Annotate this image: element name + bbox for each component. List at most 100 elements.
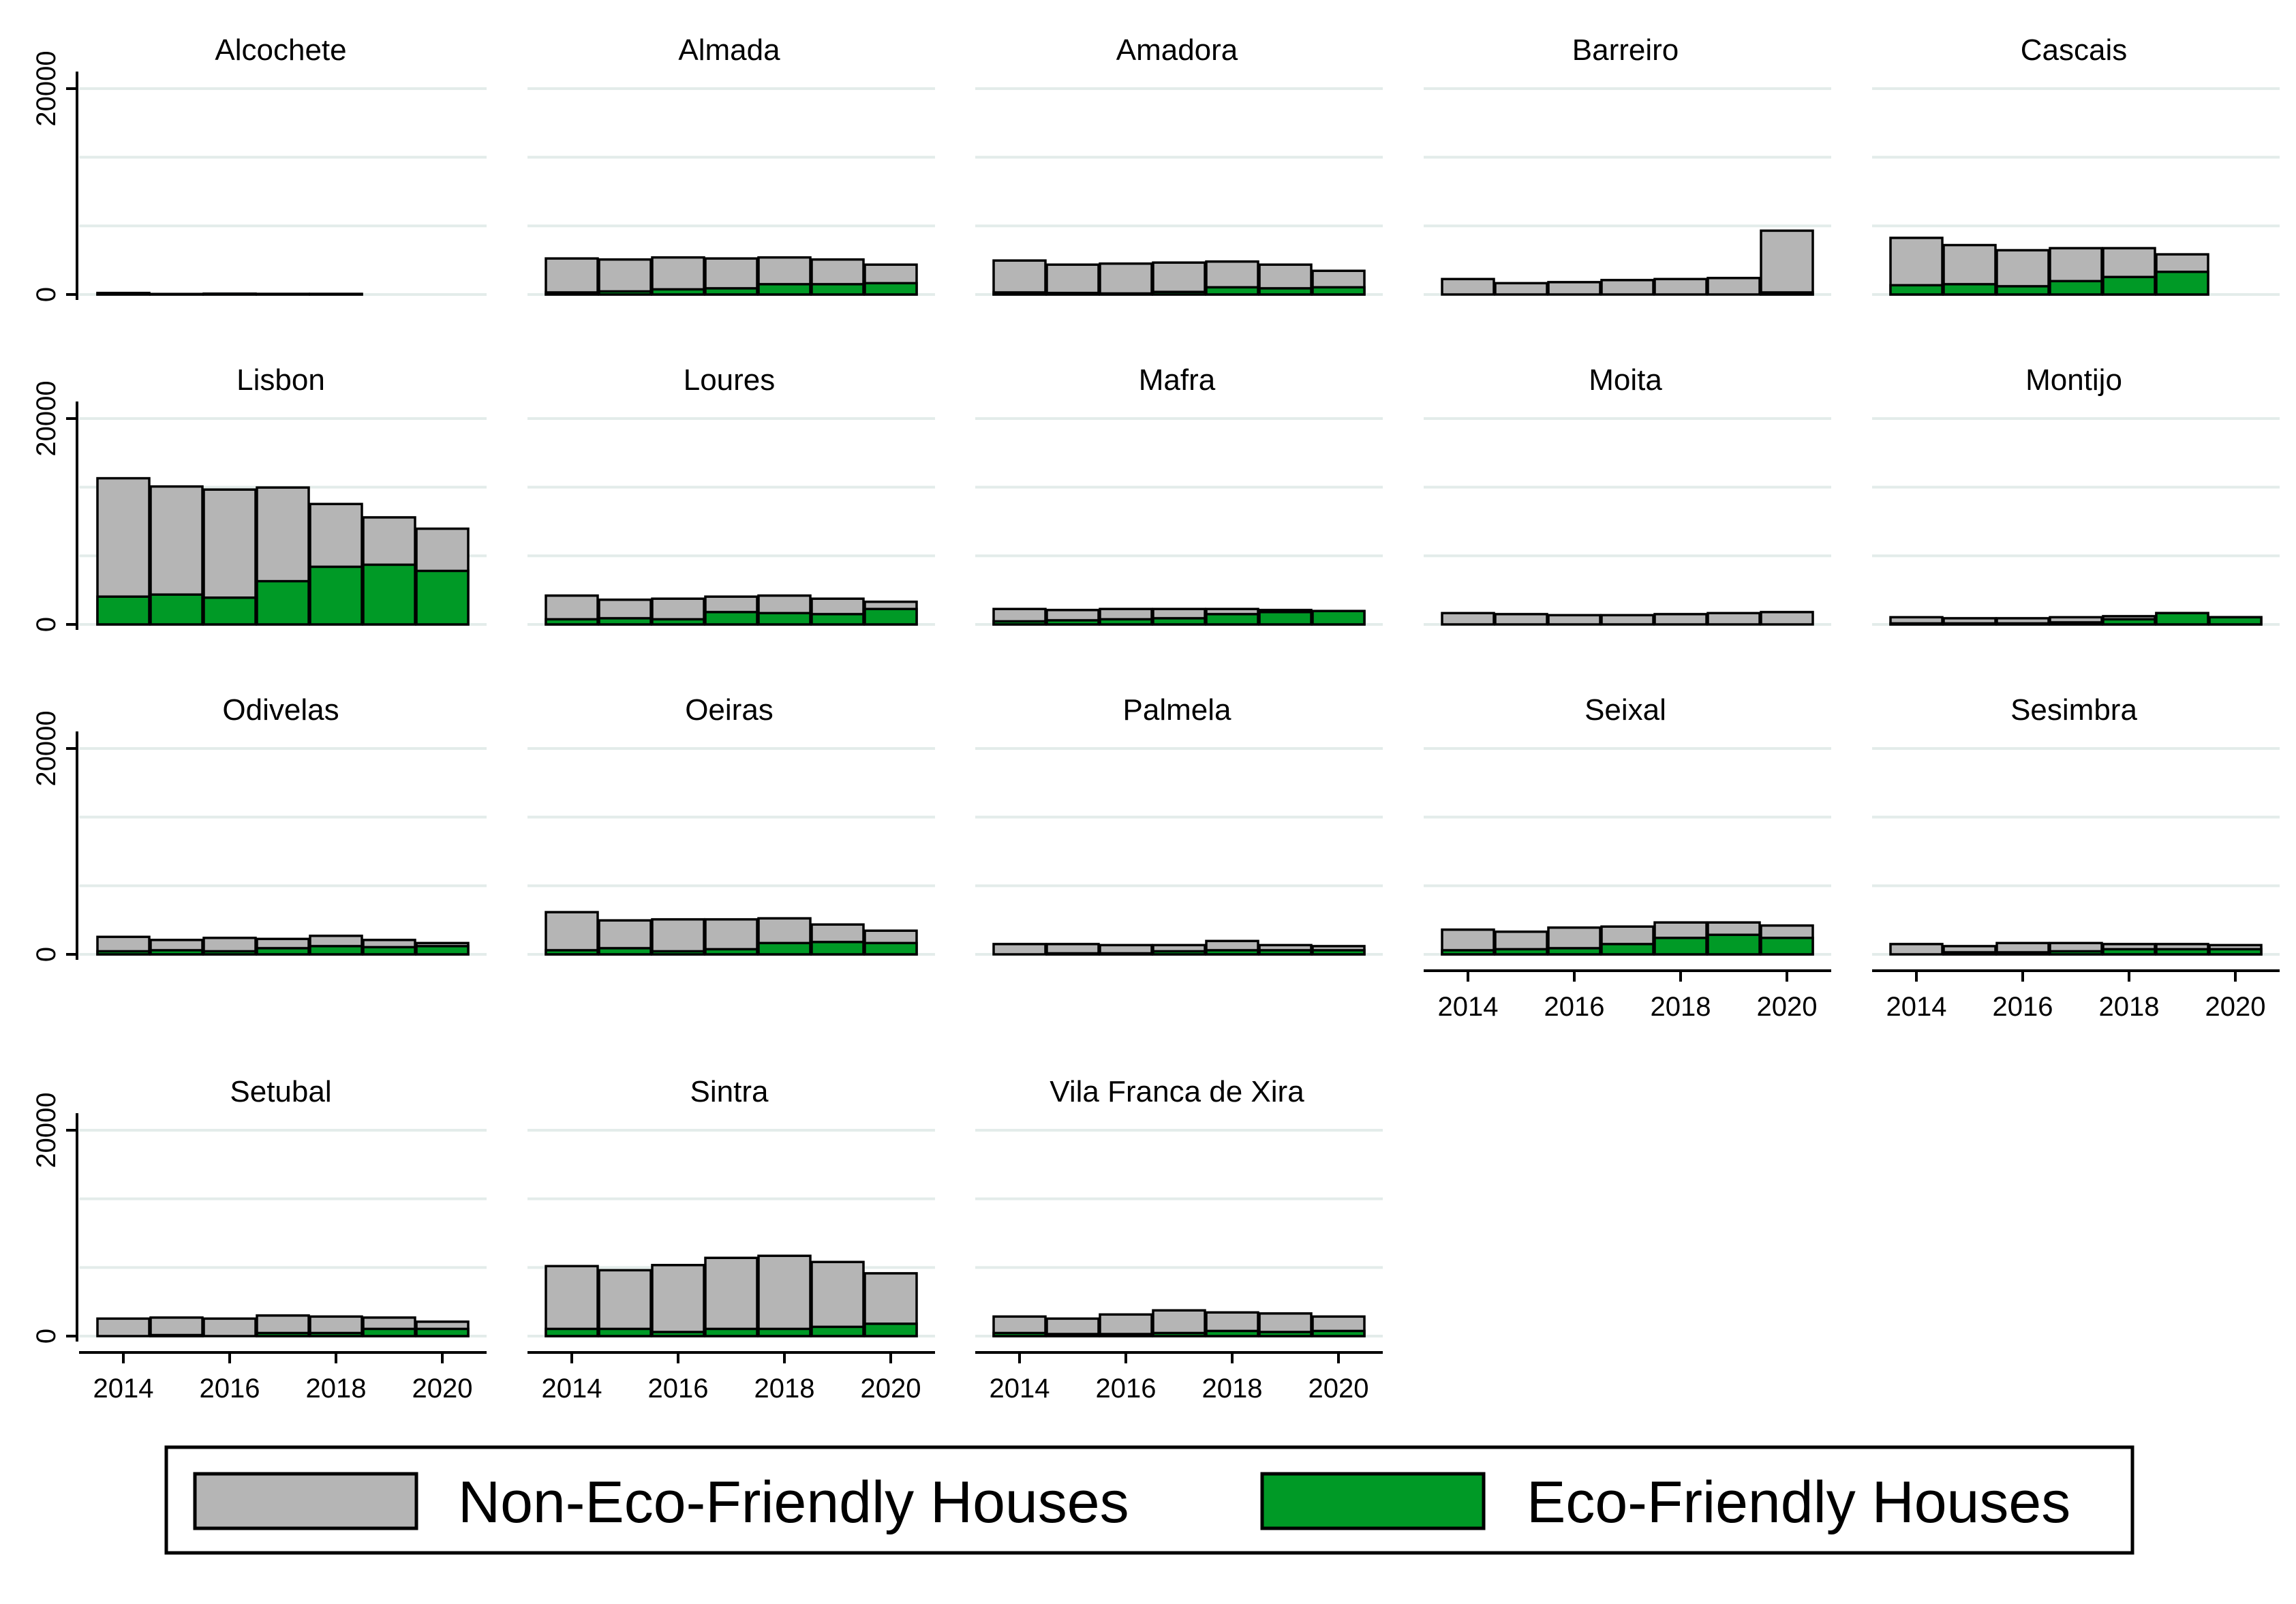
bar-eco xyxy=(2156,613,2208,624)
y-tick-label: 0 xyxy=(31,617,61,632)
x-tick-label: 2014 xyxy=(1438,992,1499,1022)
bar-eco xyxy=(1206,614,1258,624)
bar-eco xyxy=(1761,292,1813,294)
bar-non-eco xyxy=(1761,612,1813,624)
bar-eco xyxy=(1259,612,1311,624)
bar-eco xyxy=(310,946,362,954)
panel-title: Odivelas xyxy=(222,693,339,727)
x-tick-label: 2014 xyxy=(542,1374,602,1404)
panel-title: Seixal xyxy=(1585,693,1666,727)
y-tick-label: 0 xyxy=(31,1329,61,1344)
panel-title: Setubal xyxy=(230,1075,331,1108)
x-tick-label: 2020 xyxy=(1757,992,1818,1022)
panel-title: Almada xyxy=(678,33,780,67)
bar-eco xyxy=(599,948,651,954)
bar-eco xyxy=(546,950,598,954)
x-tick-label: 2014 xyxy=(93,1374,154,1404)
bar-eco xyxy=(759,284,810,294)
bar-eco xyxy=(257,581,309,624)
bar-eco xyxy=(599,1329,651,1336)
x-tick-label: 2014 xyxy=(990,1374,1050,1404)
bar-eco xyxy=(865,1324,917,1336)
bar-non-eco xyxy=(1761,230,1813,294)
bar-non-eco xyxy=(599,1270,651,1336)
bar-non-eco xyxy=(1655,279,1706,294)
bar-eco xyxy=(2103,619,2155,624)
x-tick-label: 2016 xyxy=(1544,992,1605,1022)
bar-eco xyxy=(1313,950,1364,954)
bar-non-eco xyxy=(1708,278,1760,294)
bar-eco xyxy=(546,619,598,624)
bar-eco xyxy=(1708,935,1760,954)
panel-title: Oeiras xyxy=(685,693,774,727)
bar-eco xyxy=(1313,287,1364,294)
bar-non-eco xyxy=(1495,283,1547,294)
bar-eco xyxy=(812,614,863,624)
bar-eco xyxy=(1100,619,1152,624)
bar-non-eco xyxy=(652,1265,704,1336)
bar-eco xyxy=(2050,951,2102,954)
bar-eco xyxy=(1259,950,1311,954)
bar-eco xyxy=(2103,277,2155,294)
bar-eco xyxy=(1153,951,1205,954)
x-tick-label: 2018 xyxy=(306,1374,367,1404)
bar-eco xyxy=(310,1333,362,1336)
x-tick-label: 2018 xyxy=(1202,1374,1263,1404)
bar-eco xyxy=(416,1329,468,1336)
bar-eco xyxy=(1891,623,1942,624)
bar-eco xyxy=(1047,953,1099,954)
x-tick-label: 2020 xyxy=(861,1374,921,1404)
panel-title: Montijo xyxy=(2025,363,2122,397)
y-tick-label: 20000 xyxy=(31,1092,61,1168)
bar-eco xyxy=(705,949,757,954)
bar-eco xyxy=(1206,1331,1258,1336)
bar-non-eco xyxy=(151,1318,202,1336)
bar-non-eco xyxy=(204,1318,256,1336)
bar-eco xyxy=(599,618,651,624)
bar-eco xyxy=(204,598,256,624)
bar-eco xyxy=(416,571,468,624)
bar-eco xyxy=(759,1329,810,1336)
y-tick-label: 20000 xyxy=(31,50,61,126)
bar-eco xyxy=(2209,949,2261,954)
bar-eco xyxy=(151,594,202,624)
bar-eco xyxy=(1944,284,1995,294)
y-tick-label: 20000 xyxy=(31,380,61,456)
panel-title: Palmela xyxy=(1123,693,1231,727)
bar-non-eco xyxy=(1047,264,1099,294)
bar-eco xyxy=(599,291,651,294)
bar-eco xyxy=(652,289,704,294)
bar-eco xyxy=(2050,622,2102,624)
bar-eco xyxy=(1442,950,1494,954)
bar-non-eco xyxy=(546,1266,598,1336)
bar-eco xyxy=(1944,952,1995,954)
panel-title: Sesimbra xyxy=(2010,693,2137,727)
x-tick-label: 2018 xyxy=(1651,992,1711,1022)
bar-eco xyxy=(652,1332,704,1336)
bar-eco xyxy=(204,951,256,954)
bar-eco xyxy=(865,943,917,954)
bar-non-eco xyxy=(1100,264,1152,294)
x-tick-label: 2018 xyxy=(754,1374,815,1404)
bar-eco xyxy=(759,613,810,624)
bar-eco xyxy=(1153,618,1205,624)
bar-non-eco xyxy=(652,920,704,954)
bar-eco xyxy=(812,942,863,954)
bar-eco xyxy=(812,1327,863,1336)
bar-eco xyxy=(1891,285,1942,294)
legend: Non-Eco-Friendly Houses Eco-Friendly Hou… xyxy=(166,1447,2132,1553)
bar-eco xyxy=(1313,611,1364,624)
x-tick-label: 2020 xyxy=(412,1374,473,1404)
bar-eco xyxy=(416,946,468,954)
bar-eco xyxy=(97,951,149,954)
y-tick-label: 20000 xyxy=(31,710,61,786)
bar-eco xyxy=(1602,944,1653,954)
bar-eco xyxy=(1997,623,2049,624)
bar-eco xyxy=(2103,949,2155,954)
bar-eco xyxy=(2050,281,2102,294)
bar-non-eco xyxy=(1495,614,1547,624)
bar-eco xyxy=(2209,617,2261,624)
panel-title: Barreiro xyxy=(1572,33,1679,67)
bar-eco xyxy=(1997,286,2049,294)
